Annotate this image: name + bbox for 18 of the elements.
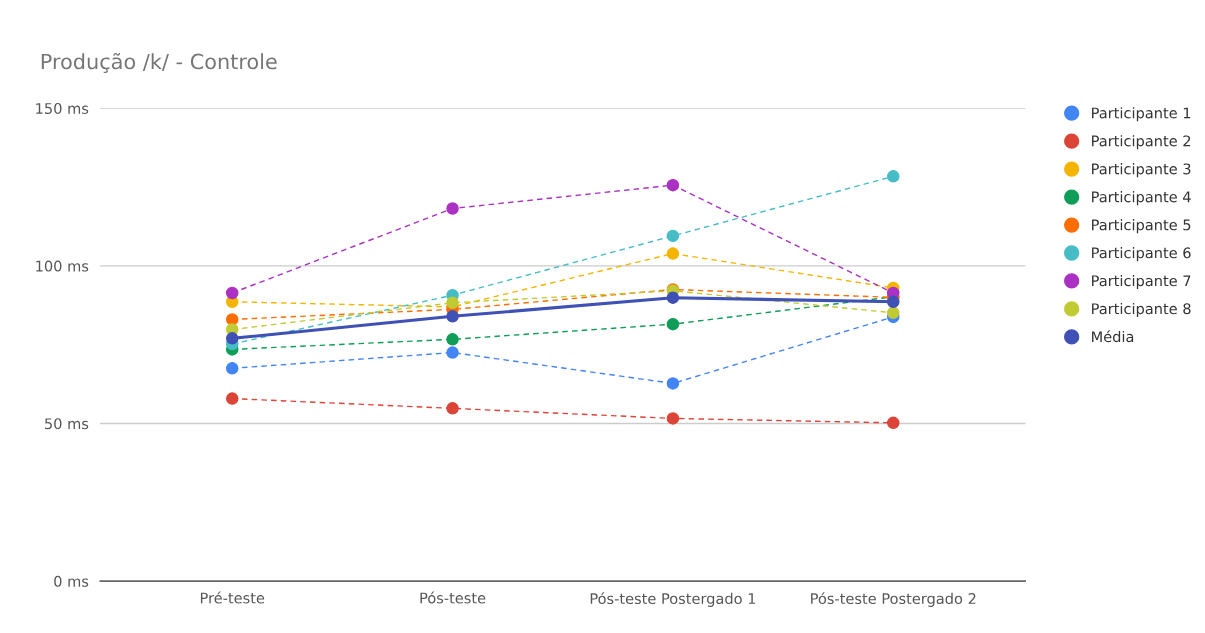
- x-tick-label: Pós-teste: [420, 591, 486, 604]
- legend-label: Participante 3: [1092, 163, 1191, 178]
- y-tick-label: 100 ms: [36, 260, 89, 272]
- legend-label: Participante 6: [1092, 247, 1191, 262]
- x-tick-label: Pós-teste Postergado 1: [590, 592, 756, 607]
- legend-label: Participante 5: [1092, 219, 1191, 234]
- chart-title: Produção /k/ - Controle: [41, 52, 277, 74]
- y-tick-label: 50 ms: [45, 418, 89, 430]
- legend-label: Participante 7: [1092, 274, 1191, 290]
- y-tick-label: 0 ms: [54, 575, 89, 587]
- x-tick-label: Pós-teste Postergado 2: [811, 592, 976, 607]
- legend-label: Participante 8: [1092, 302, 1191, 318]
- legend-label: Participante 2: [1092, 135, 1191, 150]
- legend-label: Participante 4: [1092, 191, 1191, 206]
- x-tick-label: Pré-teste: [200, 591, 265, 604]
- legend-label: Participante 1: [1092, 107, 1191, 122]
- y-tick-label: 150 ms: [36, 102, 89, 114]
- legend-label: Média: [1092, 330, 1134, 343]
